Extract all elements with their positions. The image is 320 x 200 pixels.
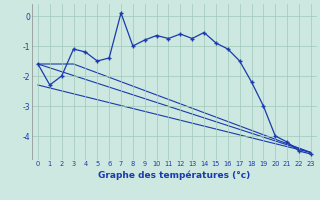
X-axis label: Graphe des températures (°c): Graphe des températures (°c): [98, 170, 251, 180]
